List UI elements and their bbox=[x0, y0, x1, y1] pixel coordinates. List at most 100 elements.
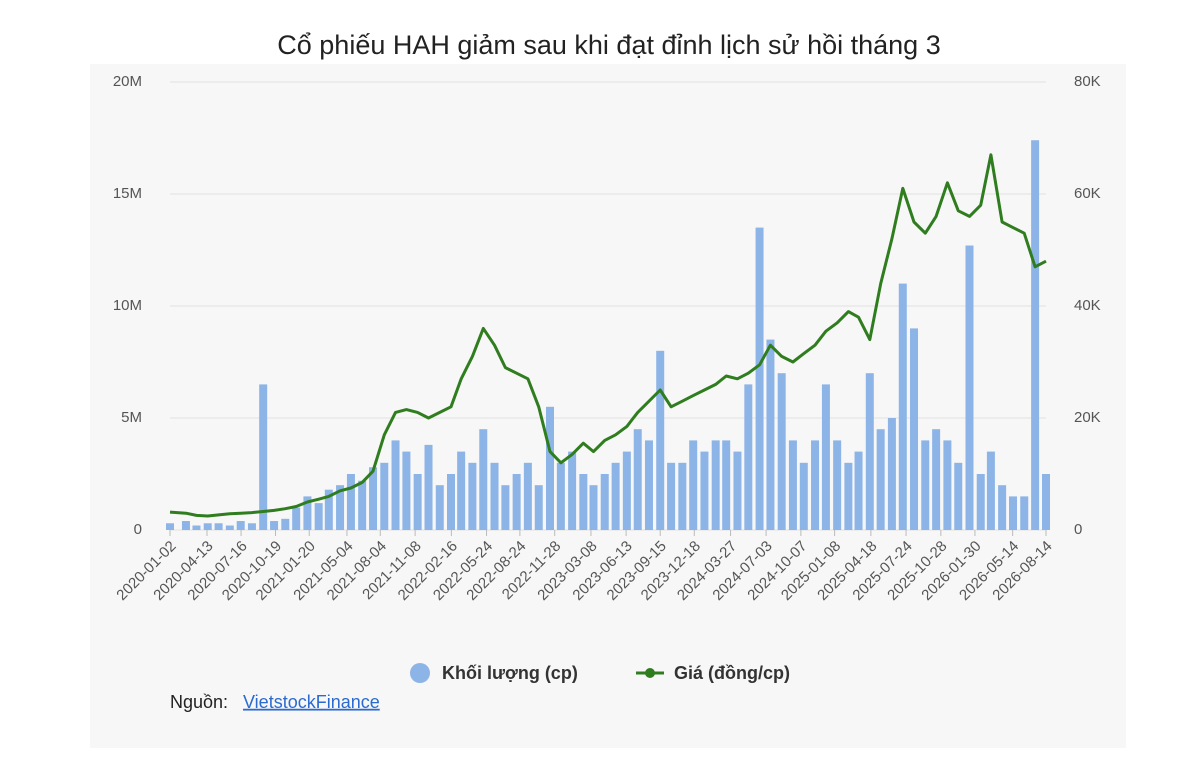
volume-bar bbox=[391, 440, 400, 530]
volume-bar bbox=[887, 418, 896, 530]
volume-bar bbox=[512, 474, 521, 530]
volume-bar bbox=[833, 440, 842, 530]
volume-bar bbox=[844, 462, 853, 530]
volume-bar bbox=[534, 485, 543, 530]
volume-bar bbox=[766, 339, 775, 530]
volume-bar bbox=[192, 525, 201, 530]
y-tick-label: 5M bbox=[121, 409, 142, 426]
volume-bar bbox=[479, 429, 488, 530]
y2-tick-label: 60K bbox=[1074, 185, 1101, 202]
volume-bar bbox=[1020, 496, 1029, 530]
volume-bar bbox=[259, 384, 268, 530]
volume-bar bbox=[236, 521, 245, 530]
volume-bar bbox=[579, 474, 588, 530]
legend-item: Giá (đồng/cp) bbox=[636, 663, 790, 683]
volume-bar bbox=[225, 525, 234, 530]
volume-bar bbox=[644, 440, 653, 530]
volume-bar bbox=[611, 462, 620, 530]
volume-bar bbox=[777, 373, 786, 530]
volume-bar bbox=[689, 440, 698, 530]
volume-bar bbox=[380, 462, 389, 530]
volume-bar bbox=[556, 462, 565, 530]
y-tick-label: 0 bbox=[134, 521, 142, 538]
volume-bar bbox=[986, 451, 995, 530]
volume-bar bbox=[755, 227, 764, 530]
volume-bar bbox=[413, 474, 422, 530]
volume-bar bbox=[898, 283, 907, 530]
volume-bar bbox=[910, 328, 919, 530]
volume-bar bbox=[523, 462, 532, 530]
volume-bar bbox=[932, 429, 941, 530]
volume-bar bbox=[656, 350, 665, 530]
volume-bar bbox=[722, 440, 731, 530]
source-link[interactable]: VietstockFinance bbox=[243, 692, 380, 712]
volume-bar bbox=[854, 451, 863, 530]
volume-bar bbox=[490, 462, 499, 530]
volume-bar bbox=[865, 373, 874, 530]
volume-bar bbox=[622, 451, 631, 530]
volume-bar bbox=[667, 462, 676, 530]
volume-bar bbox=[402, 451, 411, 530]
volume-bar bbox=[811, 440, 820, 530]
volume-bar bbox=[589, 485, 598, 530]
volume-bar bbox=[468, 462, 477, 530]
volume-bar bbox=[314, 503, 323, 530]
volume-bar bbox=[214, 523, 223, 530]
volume-bar bbox=[744, 384, 753, 530]
volume-bar bbox=[358, 480, 367, 530]
volume-bar bbox=[821, 384, 830, 530]
volume-bar bbox=[369, 467, 378, 530]
volume-bar bbox=[457, 451, 466, 530]
y2-tick-label: 20K bbox=[1074, 409, 1101, 426]
volume-bar bbox=[788, 440, 797, 530]
volume-bar bbox=[545, 406, 554, 530]
volume-bar bbox=[435, 485, 444, 530]
volume-bar bbox=[799, 462, 808, 530]
volume-bar bbox=[1009, 496, 1018, 530]
volume-bar bbox=[921, 440, 930, 530]
volume-bar bbox=[568, 451, 577, 530]
volume-bar bbox=[336, 485, 345, 530]
volume-bar bbox=[181, 521, 190, 530]
volume-bar bbox=[247, 523, 256, 530]
volume-bar bbox=[954, 462, 963, 530]
volume-bar bbox=[976, 474, 985, 530]
volume-bar bbox=[943, 440, 952, 530]
price-line bbox=[169, 153, 1047, 518]
volume-bar bbox=[346, 474, 355, 530]
volume-bar bbox=[633, 429, 642, 530]
volume-bar bbox=[270, 521, 279, 530]
volume-bar bbox=[700, 451, 709, 530]
y2-tick-label: 80K bbox=[1074, 73, 1101, 90]
volume-bar bbox=[1031, 140, 1040, 531]
volume-bar bbox=[424, 444, 433, 530]
volume-bar bbox=[501, 485, 510, 530]
volume-bar bbox=[1042, 474, 1050, 530]
source-label: Nguồn: bbox=[170, 692, 228, 712]
volume-bar bbox=[965, 245, 974, 530]
volume-bar bbox=[711, 440, 720, 530]
volume-bar bbox=[600, 474, 609, 530]
volume-bar bbox=[166, 523, 174, 530]
volume-bar bbox=[324, 489, 333, 530]
y-tick-label: 10M bbox=[113, 297, 142, 314]
volume-bar bbox=[292, 507, 301, 530]
legend-marker bbox=[645, 668, 655, 678]
volume-bar bbox=[733, 451, 742, 530]
volume-bar bbox=[876, 429, 885, 530]
legend-item: Khối lượng (cp) bbox=[410, 663, 578, 683]
volume-bar bbox=[203, 523, 212, 530]
volume-bar bbox=[303, 496, 312, 530]
y-tick-label: 15M bbox=[113, 185, 142, 202]
y2-tick-label: 40K bbox=[1074, 297, 1101, 314]
y2-tick-label: 0 bbox=[1074, 521, 1082, 538]
chart-title: Cổ phiếu HAH giảm sau khi đạt đỉnh lịch … bbox=[277, 30, 940, 60]
legend-marker bbox=[410, 663, 430, 683]
y-tick-label: 20M bbox=[113, 73, 142, 90]
volume-bar bbox=[678, 462, 687, 530]
volume-bar bbox=[998, 485, 1007, 530]
legend-label: Giá (đồng/cp) bbox=[674, 663, 790, 683]
volume-bar bbox=[447, 474, 456, 530]
